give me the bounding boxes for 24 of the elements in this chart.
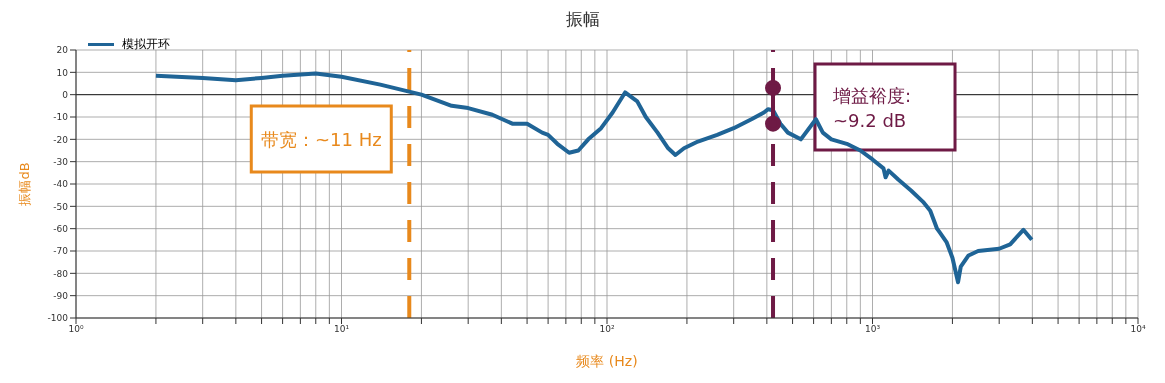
y-tick-label: -80 — [53, 268, 69, 279]
x-axis-title: 频率 (Hz) — [576, 353, 638, 369]
y-tick-label: -20 — [53, 134, 69, 145]
y-tick-label: -10 — [53, 112, 69, 123]
y-tick-label: 20 — [56, 45, 69, 56]
x-tick-label: 10² — [599, 324, 615, 335]
chart-title: 振幅 — [565, 8, 601, 31]
y-tick-label: 10 — [56, 67, 69, 78]
x-tick-label: 10³ — [864, 324, 881, 335]
y-tick-label: -40 — [53, 179, 69, 190]
y-tick-label: -50 — [53, 201, 69, 212]
y-tick-label: 0 — [62, 89, 69, 100]
y-tick-label: -100 — [47, 313, 69, 324]
legend-label: 模拟开环 — [122, 36, 170, 53]
y-tick-label: -30 — [53, 156, 69, 167]
x-tick-label: 10⁰ — [68, 324, 84, 335]
y-tick-label: -70 — [53, 246, 69, 257]
x-tick-label: 10⁴ — [1130, 324, 1146, 335]
ref-line-label: 增益裕度: ~9.2 dB — [832, 85, 912, 131]
y-tick-label: -60 — [53, 223, 69, 234]
ref-line-label: 带宽：~11 Hz — [260, 129, 382, 150]
y-tick-label: -90 — [53, 290, 69, 301]
y-axis-title: 振幅dB — [16, 162, 32, 206]
x-tick-label: 10¹ — [333, 324, 350, 335]
